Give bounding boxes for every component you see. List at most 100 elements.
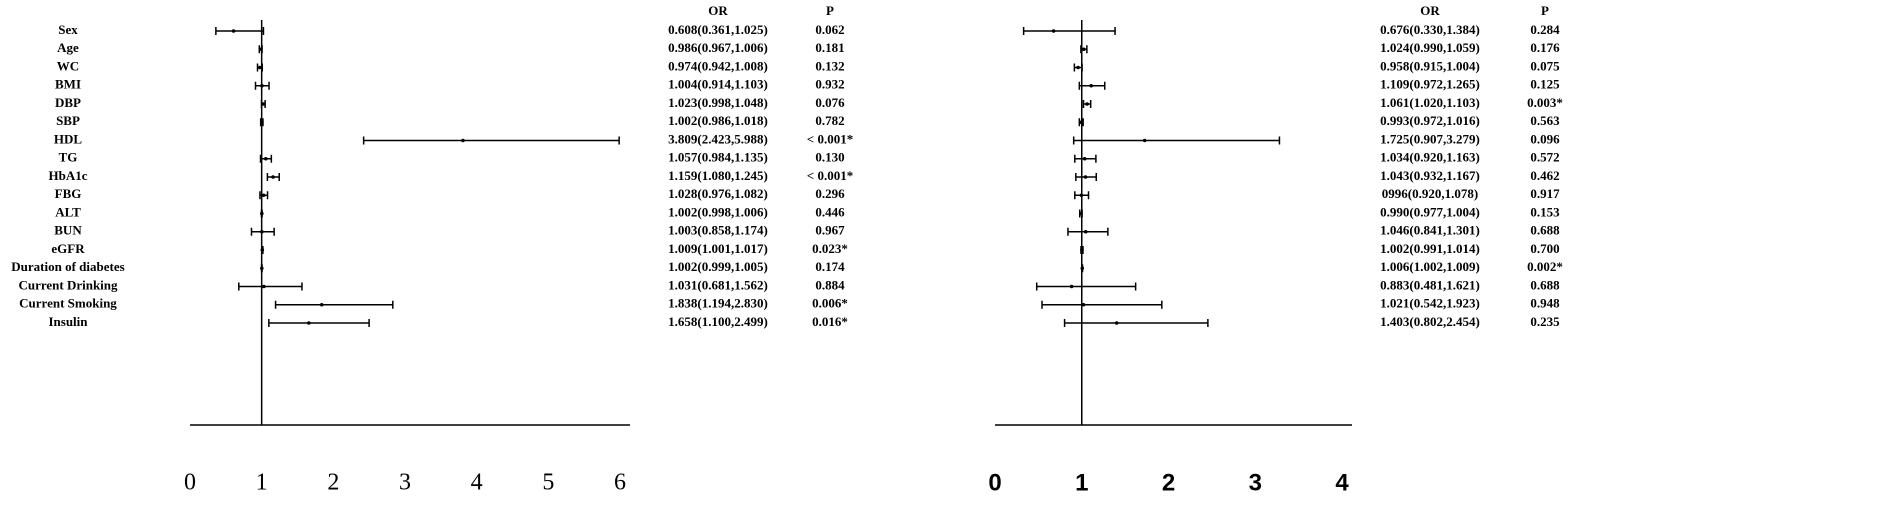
- x-tick-label: 0: [988, 469, 1001, 496]
- or-label: 1.838(1.194,2.830): [668, 296, 768, 311]
- or-point: [319, 302, 324, 307]
- or-point: [1082, 47, 1086, 52]
- or-point: [1079, 193, 1084, 198]
- row-label: WC: [57, 58, 79, 73]
- p-label: 0.446: [815, 204, 845, 219]
- or-label: 0.608(0.361,1.025): [668, 22, 768, 37]
- p-label: 0.062: [815, 22, 844, 37]
- p-label: 0.688: [1530, 277, 1560, 292]
- or-point: [1083, 175, 1088, 179]
- or-label: 1.043(0.932,1.167): [1380, 168, 1480, 183]
- x-tick-label: 0: [184, 470, 196, 496]
- p-label: < 0.001*: [807, 131, 853, 146]
- p-label: 0.003*: [1527, 95, 1563, 110]
- column-header: OR: [708, 3, 728, 18]
- or-label: 1.159(1.080,1.245): [668, 168, 768, 183]
- p-label: 0.948: [1530, 296, 1560, 311]
- row-label: Sex: [58, 22, 78, 37]
- or-label: 1.009(1.001,1.017): [668, 241, 768, 256]
- or-label: 1.021(0.542,1.923): [1380, 296, 1480, 311]
- row-label: BUN: [54, 223, 82, 238]
- or-label: 1.031(0.681,1.562): [668, 277, 768, 292]
- or-point: [260, 266, 264, 271]
- or-point: [260, 211, 264, 216]
- row-label: Duration of diabetes: [11, 259, 124, 274]
- row-label: HDL: [54, 131, 83, 146]
- or-label: 1.658(1.100,2.499): [668, 314, 768, 329]
- row-label: DBP: [55, 95, 81, 110]
- x-tick-label: 2: [1162, 469, 1175, 496]
- p-label: 0.688: [1530, 223, 1560, 238]
- p-label: 0.096: [1530, 131, 1560, 146]
- p-label: 0.932: [815, 77, 844, 92]
- p-label: 0.075: [1530, 58, 1560, 73]
- or-label: 1.024(0.990,1.059): [1380, 40, 1480, 55]
- p-label: 0.130: [815, 150, 844, 165]
- or-point: [1080, 266, 1085, 271]
- p-label: 0.235: [1530, 314, 1560, 329]
- or-point: [260, 83, 264, 88]
- or-point: [262, 284, 266, 289]
- x-tick-label: 5: [542, 470, 554, 496]
- column-header: P: [826, 3, 834, 18]
- or-label: 0.990(0.977,1.004): [1380, 204, 1480, 219]
- x-tick-label: 2: [327, 470, 339, 496]
- x-tick-label: 3: [1249, 469, 1262, 496]
- p-label: 0.125: [1530, 77, 1560, 92]
- p-label: 0.782: [815, 113, 844, 128]
- x-tick-label: 6: [614, 470, 626, 496]
- p-label: 0.917: [1530, 186, 1560, 201]
- or-label: 1.023(0.998,1.048): [668, 95, 768, 110]
- or-point: [271, 175, 275, 179]
- column-header: P: [1541, 3, 1549, 18]
- or-label: 0.676(0.330,1.384): [1380, 22, 1480, 37]
- row-label: Current Drinking: [18, 277, 118, 292]
- row-label: ALT: [55, 204, 81, 219]
- or-point: [1114, 321, 1119, 325]
- or-point: [1080, 248, 1084, 252]
- or-point: [307, 321, 311, 325]
- row-label: SBP: [56, 113, 80, 128]
- p-label: 0.132: [815, 58, 844, 73]
- or-point: [1085, 102, 1089, 106]
- or-label: 0.974(0.942,1.008): [668, 58, 768, 73]
- or-label: 1.046(0.841,1.301): [1380, 223, 1480, 238]
- row-label: FBG: [55, 186, 82, 201]
- or-point: [260, 248, 265, 252]
- or-point: [1079, 120, 1083, 125]
- p-label: 0.006*: [812, 296, 848, 311]
- row-label: BMI: [55, 77, 81, 92]
- p-label: 0.076: [815, 95, 845, 110]
- or-point: [258, 65, 262, 70]
- or-point: [263, 156, 268, 161]
- p-label: 0.462: [1530, 168, 1559, 183]
- or-label: 1.002(0.999,1.005): [668, 259, 768, 274]
- or-label: 0.958(0.915,1.004): [1380, 58, 1480, 73]
- or-point: [1081, 302, 1086, 307]
- or-label: 1.003(0.858,1.174): [668, 223, 768, 238]
- p-label: 0.296: [815, 186, 845, 201]
- or-label: 0.993(0.972,1.016): [1380, 113, 1480, 128]
- row-label: HbA1c: [49, 168, 88, 183]
- row-label: TG: [59, 150, 78, 165]
- row-label: eGFR: [51, 241, 85, 256]
- or-label: 1.002(0.986,1.018): [668, 113, 768, 128]
- or-label: 1.034(0.920,1.163): [1380, 150, 1480, 165]
- or-label: 1.002(0.991,1.014): [1380, 241, 1480, 256]
- or-label: 1.028(0.976,1.082): [668, 186, 768, 201]
- or-label: 0.883(0.481,1.621): [1380, 277, 1480, 292]
- or-point: [231, 29, 236, 33]
- or-point: [261, 193, 266, 198]
- or-point: [1082, 156, 1087, 161]
- p-label: < 0.001*: [807, 168, 853, 183]
- or-point: [1051, 29, 1056, 33]
- or-label: 0.986(0.967,1.006): [668, 40, 768, 55]
- or-label: 0996(0.920,1.078): [1382, 186, 1478, 201]
- row-label: Insulin: [48, 314, 88, 329]
- or-label: 1.002(0.998,1.006): [668, 204, 768, 219]
- or-point: [1089, 83, 1094, 88]
- row-label: Age: [57, 40, 79, 55]
- or-label: 1.403(0.802,2.454): [1380, 314, 1480, 329]
- p-label: 0.153: [1530, 204, 1560, 219]
